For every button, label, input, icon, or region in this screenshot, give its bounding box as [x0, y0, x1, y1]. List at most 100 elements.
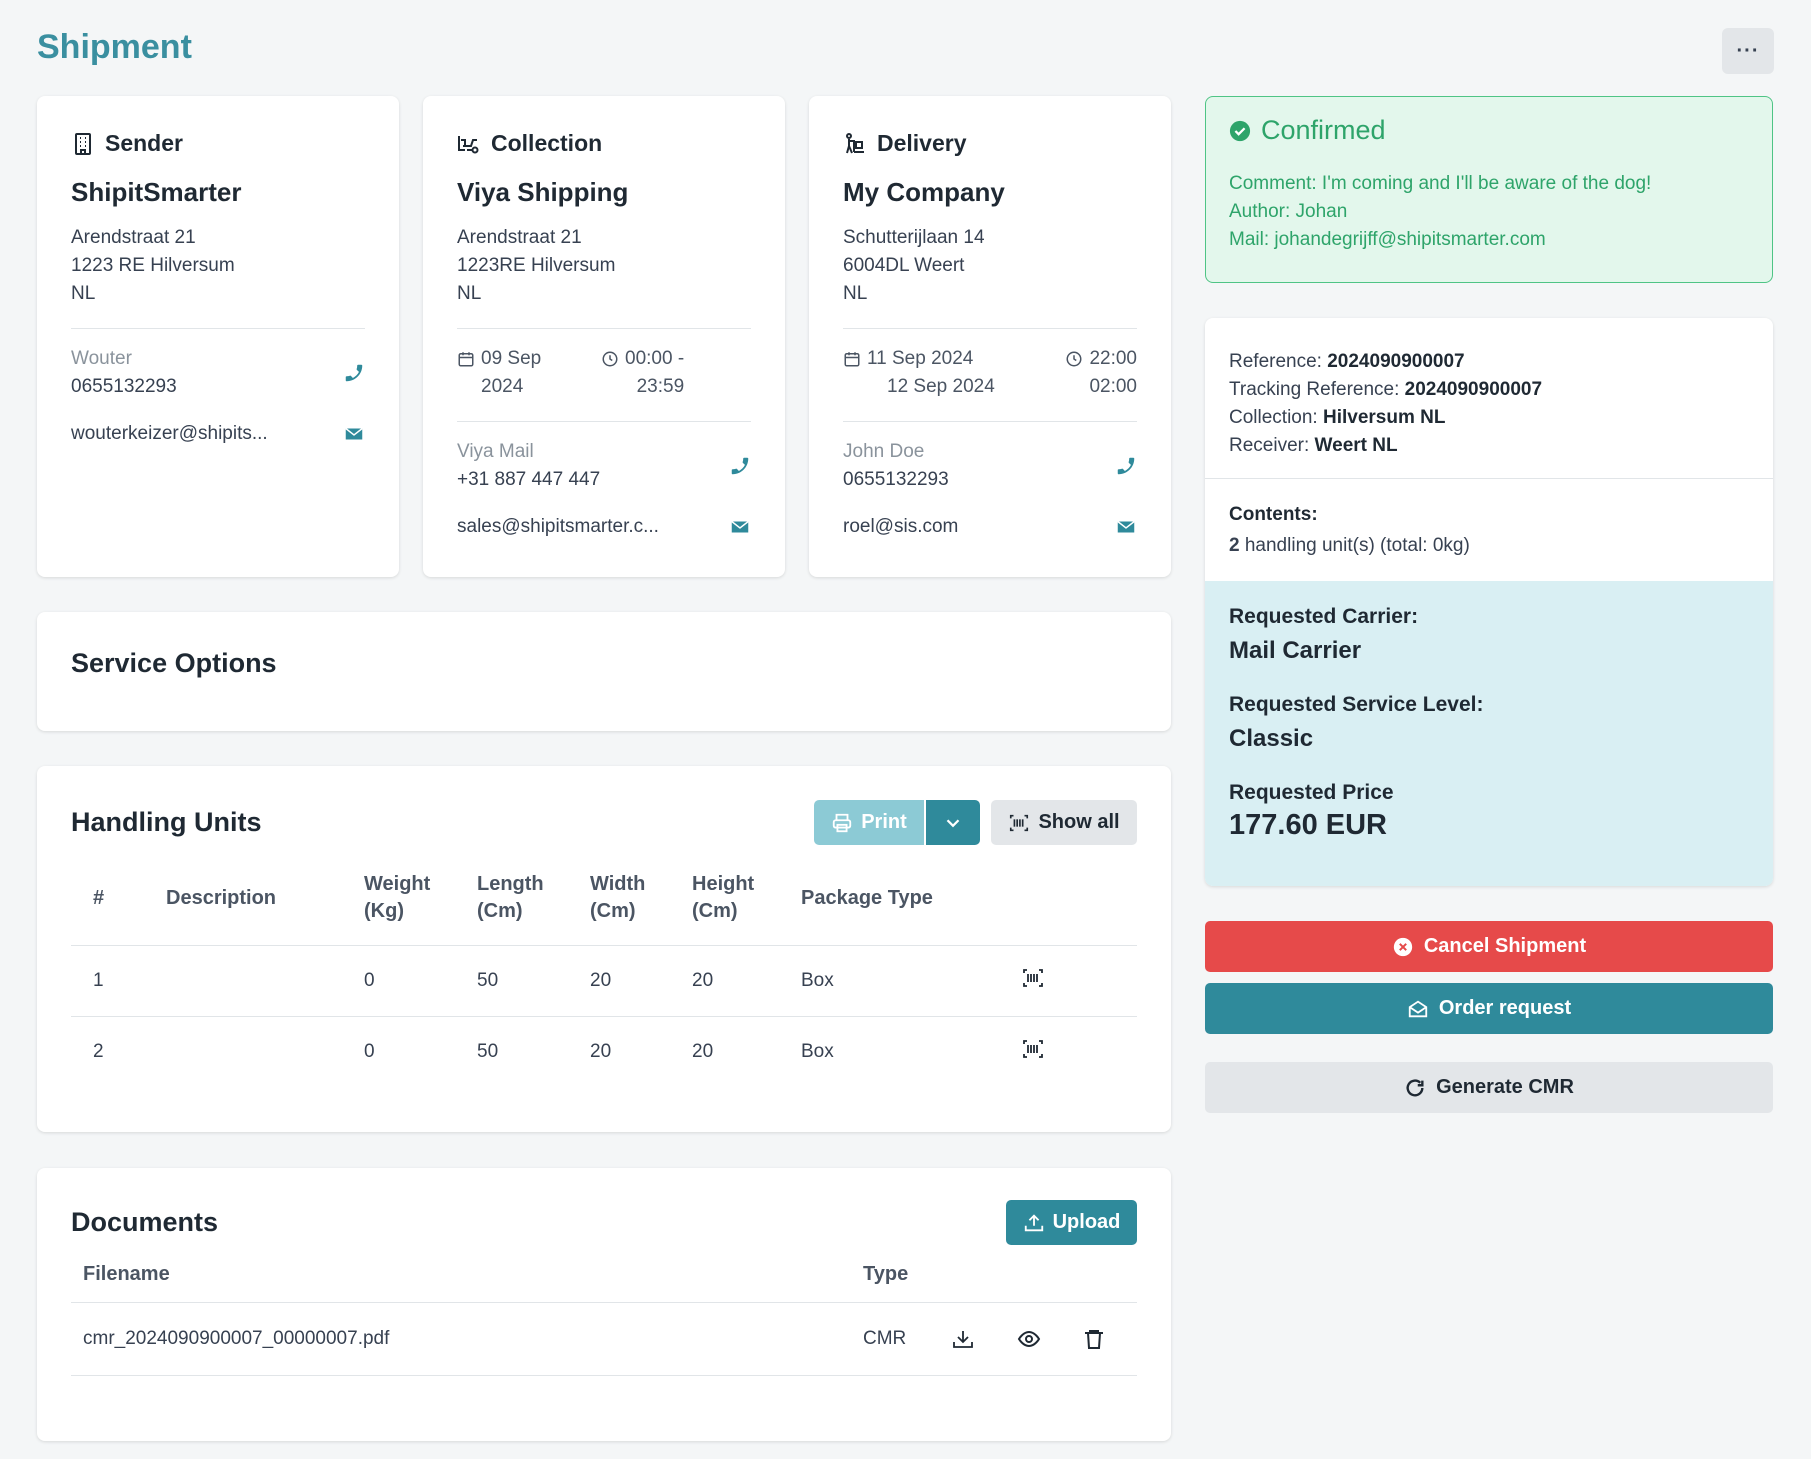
table-row[interactable]: 2 0 50 20 20 Box — [71, 1016, 1137, 1088]
table-row[interactable]: 1 0 50 20 20 Box — [71, 945, 1137, 1017]
refresh-icon — [1406, 1078, 1424, 1096]
collection-contact: Viya Mail +31 887 447 447 — [457, 438, 751, 494]
collection-date-year: 2024 — [481, 376, 524, 397]
column-header: Width (Cm) — [590, 873, 646, 922]
delivery-heading: Delivery — [843, 130, 1137, 157]
shipment-summary-card: Reference: 2024090900007 Tracking Refere… — [1205, 318, 1773, 886]
cell-package-type: Box — [801, 945, 1021, 1017]
tracking-value: 2024090900007 — [1404, 379, 1543, 400]
contact-email[interactable]: sales@shipitsmarter.c... — [457, 516, 659, 537]
cancel-shipment-label: Cancel Shipment — [1423, 935, 1587, 957]
upload-button[interactable]: Upload — [1006, 1200, 1137, 1245]
contents-count: 2 — [1229, 535, 1240, 556]
contact-email[interactable]: wouterkeizer@shipits... — [71, 423, 268, 444]
contact-phone: +31 887 447 447 — [457, 469, 601, 490]
collection-time-end: 23:59 — [636, 376, 685, 397]
table-header-row: # Description Weight (Kg) Length (Cm) Wi… — [71, 871, 1137, 946]
address-line: 1223 RE Hilversum — [71, 255, 235, 276]
print-button[interactable]: Print — [814, 800, 924, 845]
column-header: Description — [166, 886, 277, 909]
clock-icon — [602, 351, 618, 367]
carrier-block: Requested Carrier: Mail Carrier Requeste… — [1205, 581, 1773, 886]
divider — [71, 328, 365, 329]
contact-phone: 0655132293 — [71, 376, 177, 397]
collection-label: Collection: — [1229, 407, 1318, 428]
calendar-icon — [844, 352, 860, 367]
cell-length: 50 — [477, 945, 590, 1017]
status-label: Confirmed — [1261, 115, 1386, 145]
collection-heading-label: Collection — [491, 130, 603, 156]
collection-date: 09 Sep — [481, 348, 542, 369]
eye-icon[interactable] — [1017, 1327, 1041, 1351]
calendar-icon — [458, 352, 474, 367]
phone-icon[interactable] — [1115, 455, 1137, 477]
cell-length: 50 — [477, 1016, 590, 1088]
collection-time-start: 00:00 - — [625, 348, 685, 369]
column-header: Type — [863, 1263, 909, 1285]
table-row[interactable]: cmr_2024090900007_00000007.pdf CMR — [71, 1303, 1137, 1376]
building-icon — [75, 132, 91, 155]
printer-icon — [833, 813, 852, 832]
handling-units-table: # Description Weight (Kg) Length (Cm) Wi… — [71, 871, 1137, 1088]
delivery-window: 11 Sep 2024 12 Sep 2024 22:00 02:00 — [843, 345, 1137, 401]
collection-company: Viya Shipping — [457, 177, 629, 207]
trash-icon[interactable] — [1082, 1327, 1106, 1351]
sender-heading-label: Sender — [105, 130, 183, 156]
cell-num: 1 — [71, 945, 166, 1017]
envelope-icon[interactable] — [343, 423, 365, 445]
contents-block: Contents: 2 handling unit(s) (total: 0kg… — [1205, 479, 1773, 581]
person-dolly-icon — [846, 132, 864, 153]
order-request-button[interactable]: Order request — [1205, 983, 1773, 1034]
receiver-value: Weert NL — [1314, 435, 1398, 456]
delivery-card: Delivery My Company Schutterijlaan 14 60… — [809, 96, 1171, 577]
sender-contact: Wouter 0655132293 — [71, 345, 365, 401]
delivery-time-start: 22:00 — [1089, 348, 1137, 369]
more-options-button[interactable]: ··· — [1722, 28, 1774, 74]
receiver-label: Receiver: — [1229, 435, 1310, 456]
column-header: Length (Cm) — [477, 873, 544, 922]
documents-card: Documents Upload Filename Type cmr_20240… — [37, 1168, 1171, 1441]
collection-email-row: sales@shipitsmarter.c... — [457, 516, 751, 538]
price-label: Requested Price — [1229, 781, 1394, 804]
reference-block: Reference: 2024090900007 Tracking Refere… — [1205, 318, 1773, 479]
service-options-card: Service Options — [37, 612, 1171, 731]
service-level-value: Classic — [1229, 725, 1314, 752]
address-line: NL — [843, 283, 868, 304]
cell-height: 20 — [692, 945, 801, 1017]
cancel-shipment-button[interactable]: Cancel Shipment — [1205, 921, 1773, 972]
column-header: Height (Cm) — [692, 873, 755, 922]
barcode-scan-icon[interactable] — [1021, 966, 1045, 990]
envelope-icon[interactable] — [729, 516, 751, 538]
collection-card: Collection Viya Shipping Arendstraat 21 … — [423, 96, 785, 577]
cell-filename: cmr_2024090900007_00000007.pdf — [83, 1328, 390, 1349]
sender-company: ShipitSmarter — [71, 177, 242, 207]
reference-label: Reference: — [1229, 351, 1322, 372]
sender-card: Sender ShipitSmarter Arendstraat 21 1223… — [37, 96, 399, 577]
sender-email-row: wouterkeizer@shipits... — [71, 423, 365, 445]
sender-heading: Sender — [71, 130, 365, 157]
print-label: Print — [861, 811, 907, 833]
collection-window: 09 Sep 2024 00:00 - 23:59 — [457, 345, 751, 401]
address-line: Schutterijlaan 14 — [843, 227, 985, 248]
delivery-time-end: 02:00 — [1089, 376, 1137, 397]
upload-icon — [1024, 1213, 1043, 1231]
contact-email[interactable]: roel@sis.com — [843, 516, 959, 537]
phone-icon[interactable] — [343, 362, 365, 384]
divider — [843, 421, 1137, 422]
barcode-scan-icon[interactable] — [1021, 1037, 1045, 1061]
clock-icon — [1066, 351, 1082, 367]
generate-cmr-button[interactable]: Generate CMR — [1205, 1062, 1773, 1113]
delivery-email-row: roel@sis.com — [843, 516, 1137, 538]
service-options-title[interactable]: Service Options — [71, 648, 277, 678]
show-all-button[interactable]: Show all — [991, 800, 1137, 845]
delivery-address: Schutterijlaan 14 6004DL Weert NL — [843, 224, 1137, 308]
envelope-icon[interactable] — [1115, 516, 1137, 538]
contents-label: Contents: — [1229, 504, 1318, 525]
contents-text: handling unit(s) (total: 0kg) — [1244, 535, 1470, 556]
service-level-label: Requested Service Level: — [1229, 693, 1484, 716]
print-options-button[interactable] — [926, 800, 980, 845]
download-icon[interactable] — [951, 1327, 975, 1351]
status-panel: Confirmed Comment: I'm coming and I'll b… — [1205, 96, 1773, 283]
price-value: 177.60 EUR — [1229, 809, 1387, 841]
phone-icon[interactable] — [729, 455, 751, 477]
